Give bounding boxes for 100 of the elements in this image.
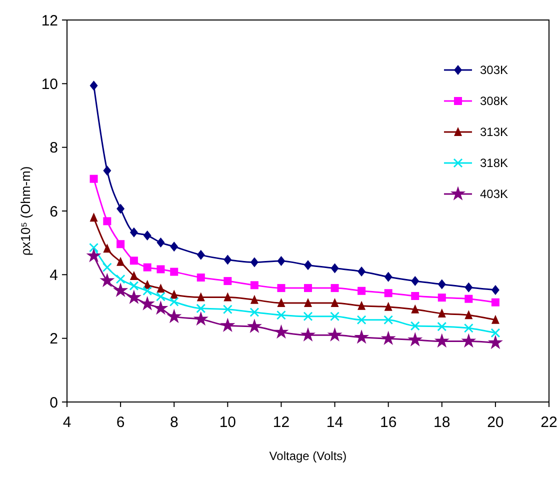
point [224,277,232,286]
x-tick-label: 14 [326,414,344,431]
point [143,230,152,241]
x-tick-label: 4 [62,414,72,431]
point [461,333,476,348]
y-tick-label: 2 [50,330,58,348]
y-axis-title: ρx10⁵ (Ohm-m) [18,166,33,256]
point [250,281,258,290]
point [491,314,500,324]
x-tick-label: 22 [540,414,557,431]
point [196,292,205,302]
point [143,263,152,272]
point [408,332,423,346]
legend-label: 318K [480,156,508,170]
point [330,263,339,274]
point [330,312,340,322]
point [327,327,342,342]
y-tick-label: 10 [41,76,58,93]
point [464,323,474,333]
point [380,330,396,346]
point [140,296,155,310]
point [153,300,168,315]
y-tick-label: 8 [50,140,58,157]
point [142,286,152,296]
x-tick-label: 6 [116,414,125,431]
point [102,262,112,272]
point [277,256,286,266]
point [116,274,126,284]
point [170,242,178,252]
point [250,257,258,268]
point [411,292,420,300]
point [437,322,447,332]
point [90,212,98,222]
point [356,315,366,325]
point [384,315,394,325]
point [156,284,165,293]
point [86,248,102,262]
point [434,333,450,348]
point [170,290,178,299]
point [330,284,339,292]
point [276,310,286,320]
point [464,310,473,320]
point [170,268,178,276]
x-tick-label: 18 [434,414,450,431]
point [303,312,313,322]
point [277,298,286,307]
point [274,324,289,339]
x-tick-label: 8 [170,414,178,431]
point [411,276,420,286]
point [250,307,260,317]
point [304,260,312,270]
point [224,254,232,265]
point [358,300,366,310]
point [438,308,446,318]
point [196,250,205,260]
point [156,292,166,302]
point [438,279,446,290]
point [100,272,115,288]
point [384,302,392,311]
y-tick-label: 0 [50,394,58,412]
x-tick-label: 10 [219,414,236,431]
legend-label: 313K [480,125,508,140]
point [304,284,312,292]
point [196,274,205,282]
point [196,304,206,314]
x-tick-label: 16 [380,414,397,431]
point [330,298,339,307]
point [490,328,500,338]
point [464,294,473,303]
point [354,329,370,344]
point [491,284,500,295]
point [166,308,182,324]
y-tick-label: 4 [50,266,58,284]
point [411,304,420,314]
point [193,311,208,326]
x-tick-label: 12 [272,414,290,431]
point [103,166,112,176]
point [410,321,420,331]
point [90,174,98,183]
point [224,292,232,302]
point [126,290,142,304]
point [103,217,112,226]
point [116,204,125,214]
point [156,238,165,248]
point [358,286,366,295]
x-tick-label: 20 [487,414,504,431]
point [89,242,99,252]
point [113,282,128,297]
point [300,327,316,342]
point [384,289,392,298]
point [103,244,112,253]
point [246,318,262,333]
point [488,334,503,350]
point [438,294,446,302]
point [384,272,392,282]
point [169,296,179,306]
point [130,227,138,238]
point [250,294,258,304]
point [358,266,366,276]
legend-label: 403K [480,187,508,202]
